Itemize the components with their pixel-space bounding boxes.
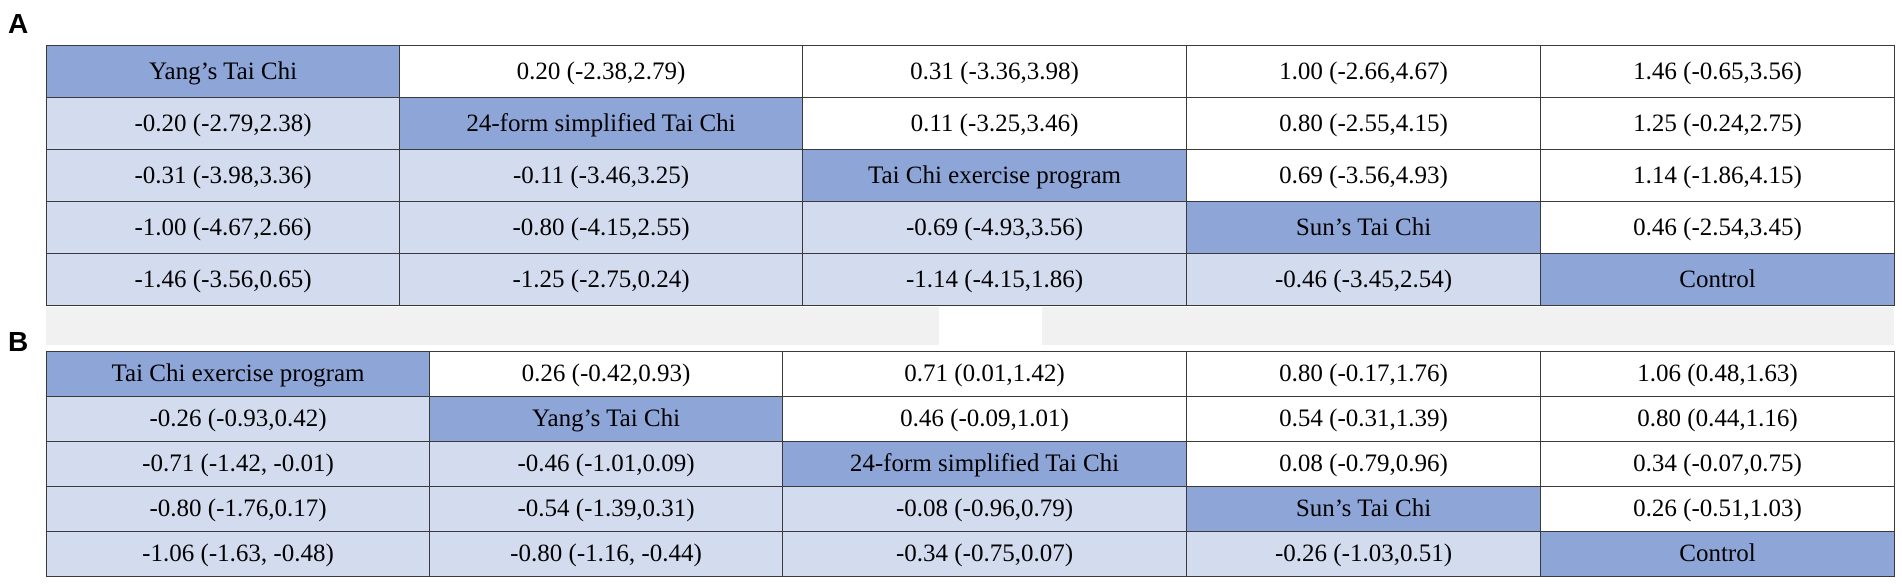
treatment-name-cell: Tai Chi exercise program xyxy=(46,351,430,397)
comparison-cell: 0.20 (-2.38,2.79) xyxy=(399,45,803,98)
comparison-cell: -0.46 (-3.45,2.54) xyxy=(1186,253,1541,306)
table-row: -0.26 (-0.93,0.42) Yang’s Tai Chi 0.46 (-0… xyxy=(46,396,1895,442)
comparison-cell: 0.80 (-2.55,4.15) xyxy=(1186,97,1541,150)
comparison-cell: -0.71 (-1.42, -0.01) xyxy=(46,441,430,487)
league-table-b: Tai Chi exercise program 0.26 (-0.42,0.93… xyxy=(46,351,1895,577)
table-row: -0.71 (-1.42, -0.01) -0.46 (-1.01,0.09) 24… xyxy=(46,441,1895,487)
table-row: Yang’s Tai Chi 0.20 (-2.38,2.79) 0.31 (-3.… xyxy=(46,45,1895,98)
comparison-cell: 0.69 (-3.56,4.93) xyxy=(1186,149,1541,202)
league-table-a: Yang’s Tai Chi 0.20 (-2.38,2.79) 0.31 (-3.… xyxy=(46,45,1895,306)
table-row: Tai Chi exercise program 0.26 (-0.42,0.93… xyxy=(46,351,1895,397)
comparison-cell: -0.11 (-3.46,3.25) xyxy=(399,149,803,202)
table-row: -1.06 (-1.63, -0.48) -0.80 (-1.16, -0.44)… xyxy=(46,531,1895,577)
comparison-cell: 0.80 (-0.17,1.76) xyxy=(1186,351,1541,397)
comparison-cell: 0.71 (0.01,1.42) xyxy=(782,351,1187,397)
comparison-cell: -0.31 (-3.98,3.36) xyxy=(46,149,400,202)
treatment-name-cell: 24-form simplified Tai Chi xyxy=(782,441,1187,487)
comparison-cell: -1.06 (-1.63, -0.48) xyxy=(46,531,430,577)
comparison-cell: -0.26 (-0.93,0.42) xyxy=(46,396,430,442)
comparison-cell: -1.46 (-3.56,0.65) xyxy=(46,253,400,306)
treatment-name-cell: Tai Chi exercise program xyxy=(802,149,1187,202)
comparison-cell: -1.00 (-4.67,2.66) xyxy=(46,201,400,254)
treatment-name-cell: Sun’s Tai Chi xyxy=(1186,486,1541,532)
comparison-cell: 0.34 (-0.07,0.75) xyxy=(1540,441,1895,487)
comparison-cell: 0.26 (-0.51,1.03) xyxy=(1540,486,1895,532)
comparison-cell: -0.80 (-1.16, -0.44) xyxy=(429,531,783,577)
comparison-cell: -0.34 (-0.75,0.07) xyxy=(782,531,1187,577)
comparison-cell: 1.25 (-0.24,2.75) xyxy=(1540,97,1895,150)
comparison-cell: 1.06 (0.48,1.63) xyxy=(1540,351,1895,397)
comparison-cell: 0.46 (-2.54,3.45) xyxy=(1540,201,1895,254)
panel-label-a: A xyxy=(8,8,29,39)
panel-label-b: B xyxy=(8,326,29,357)
treatment-name-cell: Yang’s Tai Chi xyxy=(46,45,400,98)
comparison-cell: -0.46 (-1.01,0.09) xyxy=(429,441,783,487)
treatment-name-cell: Yang’s Tai Chi xyxy=(429,396,783,442)
comparison-cell: -0.69 (-4.93,3.56) xyxy=(802,201,1187,254)
comparison-cell: 0.26 (-0.42,0.93) xyxy=(429,351,783,397)
treatment-name-cell: 24-form simplified Tai Chi xyxy=(399,97,803,150)
comparison-cell: -0.80 (-1.76,0.17) xyxy=(46,486,430,532)
comparison-cell: 0.54 (-0.31,1.39) xyxy=(1186,396,1541,442)
comparison-cell: -1.25 (-2.75,0.24) xyxy=(399,253,803,306)
comparison-cell: 0.11 (-3.25,3.46) xyxy=(802,97,1187,150)
comparison-cell: 1.00 (-2.66,4.67) xyxy=(1186,45,1541,98)
comparison-cell: -0.80 (-4.15,2.55) xyxy=(399,201,803,254)
table-row: -1.00 (-4.67,2.66) -0.80 (-4.15,2.55) -0.6… xyxy=(46,201,1895,254)
table-row: -0.31 (-3.98,3.36) -0.11 (-3.46,3.25) Tai … xyxy=(46,149,1895,202)
table-row: -0.80 (-1.76,0.17) -0.54 (-1.39,0.31) -0.0… xyxy=(46,486,1895,532)
comparison-cell: 0.80 (0.44,1.16) xyxy=(1540,396,1895,442)
comparison-cell: 0.08 (-0.79,0.96) xyxy=(1186,441,1541,487)
comparison-cell: 1.14 (-1.86,4.15) xyxy=(1540,149,1895,202)
comparison-cell: -1.14 (-4.15,1.86) xyxy=(802,253,1187,306)
comparison-cell: -0.26 (-1.03,0.51) xyxy=(1186,531,1541,577)
panel-separator xyxy=(46,307,1894,345)
table-row: -1.46 (-3.56,0.65) -1.25 (-2.75,0.24) -1.1… xyxy=(46,253,1895,306)
comparison-cell: 0.46 (-0.09,1.01) xyxy=(782,396,1187,442)
comparison-cell: 0.31 (-3.36,3.98) xyxy=(802,45,1187,98)
comparison-cell: -0.20 (-2.79,2.38) xyxy=(46,97,400,150)
comparison-cell: 1.46 (-0.65,3.56) xyxy=(1540,45,1895,98)
table-row: -0.20 (-2.79,2.38) 24-form simplified Tai… xyxy=(46,97,1895,150)
treatment-name-cell: Control xyxy=(1540,253,1895,306)
treatment-name-cell: Sun’s Tai Chi xyxy=(1186,201,1541,254)
comparison-cell: -0.54 (-1.39,0.31) xyxy=(429,486,783,532)
treatment-name-cell: Control xyxy=(1540,531,1895,577)
comparison-cell: -0.08 (-0.96,0.79) xyxy=(782,486,1187,532)
